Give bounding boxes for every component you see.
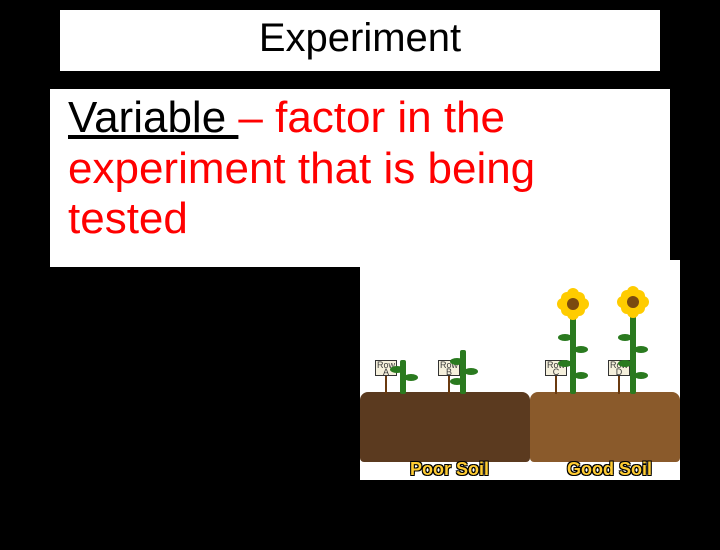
definition-line3: tested: [68, 194, 188, 243]
good-soil-label: Good Soil: [567, 459, 652, 480]
row-sign-b: RowB: [438, 360, 460, 394]
plant-c: [570, 314, 576, 394]
plant-a: [400, 360, 406, 394]
plant-b: [460, 350, 466, 394]
soil-experiment-illustration: Poor Soil Good Soil RowA RowB RowC RowD: [360, 260, 680, 480]
definition-line1: – factor in the: [238, 93, 505, 142]
slide-title-box: Experiment: [60, 10, 660, 71]
slide-body-box: Variable – factor in the experiment that…: [50, 89, 670, 267]
flower-icon: [619, 288, 647, 316]
plant-d: [630, 312, 636, 394]
term: Variable: [68, 93, 238, 142]
definition-text: Variable – factor in the experiment that…: [68, 93, 652, 245]
poor-soil-block: [360, 392, 530, 462]
flower-icon: [559, 290, 587, 318]
row-sign-a: RowA: [375, 360, 397, 394]
slide-title: Experiment: [259, 16, 461, 60]
good-soil-block: [530, 392, 680, 462]
definition-line2: experiment that is being: [68, 144, 535, 193]
poor-soil-label: Poor Soil: [410, 459, 489, 480]
